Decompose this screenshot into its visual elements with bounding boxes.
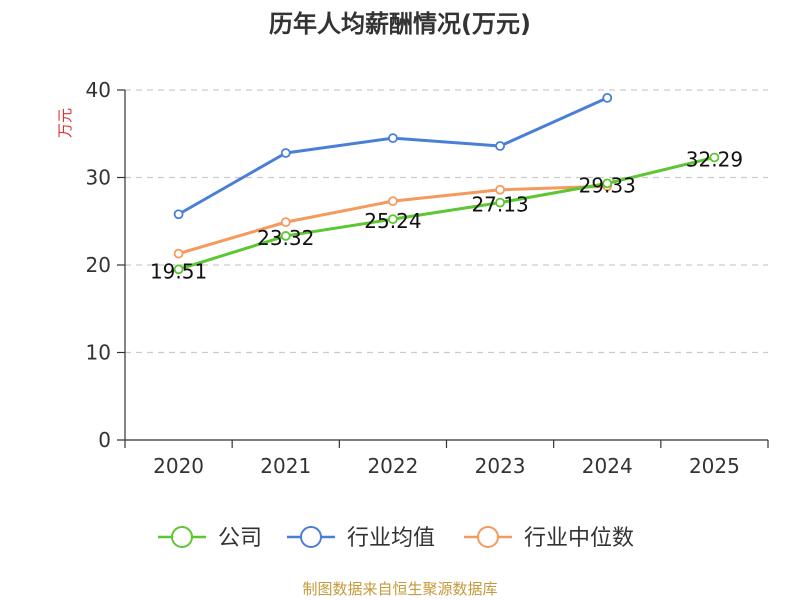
axes: 0 10 20 30 40 万元 2020 2021 2022 2023 2024 2025 xyxy=(56,78,769,478)
data-point xyxy=(388,196,398,207)
data-label: 25.24 xyxy=(364,209,421,233)
data-label: 27.13 xyxy=(471,193,528,217)
data-point xyxy=(495,141,505,151)
data-point xyxy=(709,152,720,163)
data-point xyxy=(280,231,291,241)
data-point xyxy=(280,217,291,228)
x-tick-label: 2025 xyxy=(689,454,740,478)
x-tick-label: 2021 xyxy=(260,454,311,478)
data-point xyxy=(495,184,505,195)
data-point xyxy=(388,133,398,144)
grid-lines xyxy=(125,89,768,354)
data-point xyxy=(602,92,613,103)
data-point xyxy=(602,178,613,189)
source-note: 制图数据来自恒生聚源数据库 xyxy=(302,580,498,598)
y-axis-label: 万元 xyxy=(56,108,74,138)
legend-marker xyxy=(171,526,193,548)
x-tick-label: 2023 xyxy=(475,454,526,478)
data-point xyxy=(173,248,184,259)
legend-label: 行业中位数 xyxy=(524,526,634,551)
chart-title: 历年人均薪酬情况(万元) xyxy=(269,10,531,38)
y-tick-label: 20 xyxy=(86,253,111,277)
data-label: 19.51 xyxy=(150,259,207,283)
data-label: 29.33 xyxy=(579,173,636,197)
x-tick-label: 2020 xyxy=(153,454,204,478)
legend-label: 公司 xyxy=(218,526,262,551)
x-tick-label: 2022 xyxy=(367,454,418,478)
legend-label: 行业均值 xyxy=(347,526,435,551)
data-label: 32.29 xyxy=(686,147,743,171)
y-tick-label: 10 xyxy=(86,341,111,365)
data-point xyxy=(280,148,291,158)
legend: 公司 行业均值 行业中位数 xyxy=(158,526,634,551)
data-labels: 19.51 23.32 25.24 27.13 29.33 32.29 xyxy=(150,147,743,283)
data-label: 23.32 xyxy=(257,226,314,250)
legend-marker xyxy=(477,526,499,548)
y-tick-label: 40 xyxy=(86,78,111,102)
data-point xyxy=(495,197,505,208)
series-lines xyxy=(173,92,720,275)
y-tick-label: 0 xyxy=(98,428,111,452)
data-point xyxy=(173,264,184,275)
legend-marker xyxy=(300,526,322,548)
data-point xyxy=(173,209,184,220)
y-tick-label: 30 xyxy=(86,166,111,190)
series-line-0 xyxy=(178,156,715,271)
data-point xyxy=(388,214,398,225)
x-tick-label: 2024 xyxy=(582,454,633,478)
